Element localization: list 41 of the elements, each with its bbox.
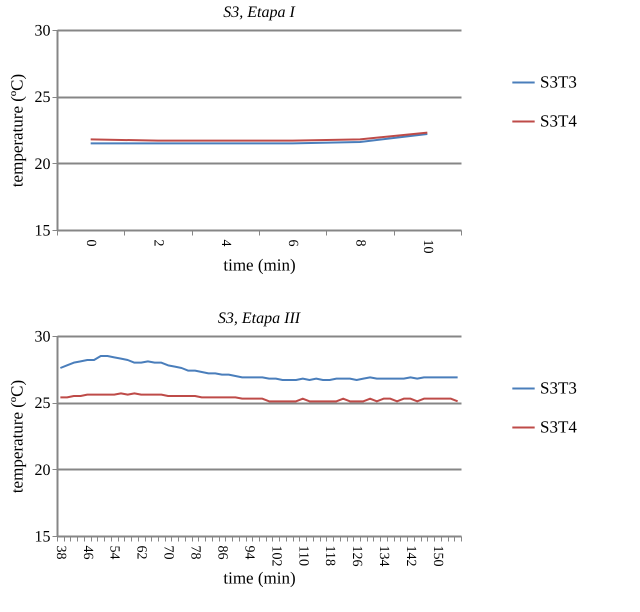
x-tick-label: 0	[83, 240, 98, 246]
x-tick-label: 134	[376, 546, 392, 566]
y-tick-label: 25	[34, 395, 50, 412]
y-axis-title: temperature (ºC)	[8, 380, 26, 494]
y-axis-title: temperature (ºC)	[8, 74, 26, 188]
x-tick-label: 10	[420, 240, 435, 254]
legend-label: S3T4	[540, 418, 578, 436]
x-tick-label: 6	[285, 240, 300, 246]
x-tick-label: 2	[150, 240, 166, 246]
y-tick-label: 15	[34, 528, 50, 546]
y-tick-label: 30	[34, 22, 50, 40]
x-axis-title: time (min)	[223, 568, 296, 588]
y-tick-label: 25	[34, 89, 50, 106]
x-tick-label: 8	[352, 240, 368, 246]
x-tick-label: 110	[295, 546, 310, 566]
y-tick-label: 15	[34, 222, 50, 240]
chart-title: S3, Etapa III	[218, 310, 301, 327]
x-tick-label: 62	[134, 546, 149, 560]
legend-label: S3T4	[540, 112, 578, 130]
y-tick-label: 30	[34, 328, 50, 346]
x-tick-label: 46	[80, 546, 95, 560]
x-tick-label: 142	[403, 546, 418, 566]
x-tick-label: 150	[430, 546, 445, 566]
x-tick-label: 86	[214, 546, 230, 560]
x-tick-label: 102	[268, 546, 284, 566]
x-tick-label: 118	[322, 546, 338, 566]
x-tick-label: 78	[188, 546, 203, 560]
legend-label: S3T3	[540, 378, 577, 398]
y-tick-label: 20	[34, 462, 50, 479]
x-axis-title: time (min)	[223, 256, 296, 274]
x-tick-label: 4	[218, 240, 233, 246]
line-series	[59, 392, 459, 402]
x-tick-label: 126	[349, 546, 364, 566]
chart-title: S3, Etapa I	[223, 4, 296, 21]
x-tick-label: 54	[106, 546, 122, 560]
line-series	[59, 355, 459, 381]
legend-label: S3T3	[540, 72, 577, 92]
x-tick-label: 70	[160, 546, 176, 560]
x-tick-label: 38	[52, 546, 68, 560]
y-tick-label: 20	[34, 156, 50, 173]
x-tick-label: 94	[241, 546, 256, 560]
